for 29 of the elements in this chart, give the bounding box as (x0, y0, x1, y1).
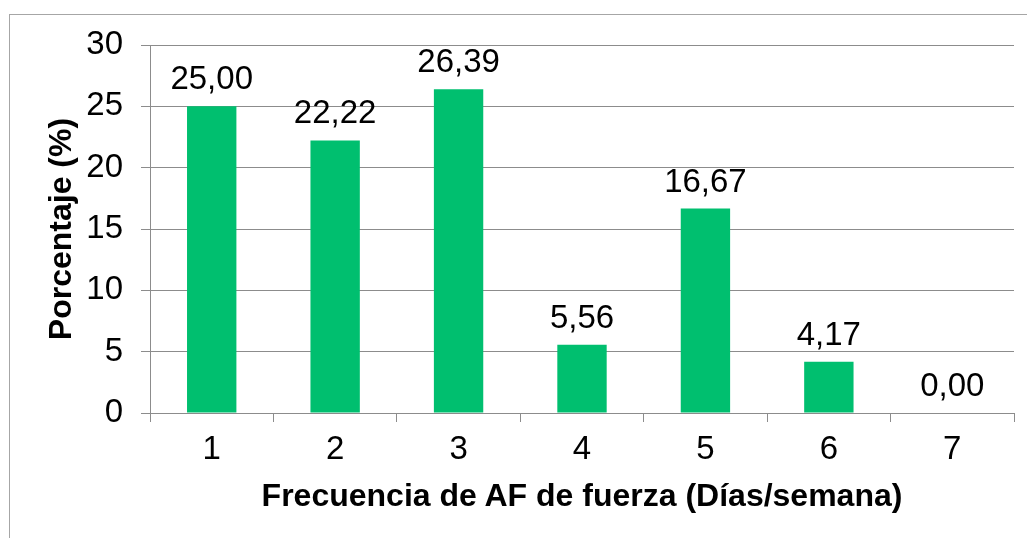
y-axis-title: Porcentaje (%) (42, 117, 79, 341)
bar (310, 140, 360, 413)
x-tick-label: 5 (696, 428, 715, 466)
data-label: 25,00 (170, 59, 254, 97)
y-tick-label: 10 (86, 269, 123, 307)
x-tick-label: 7 (943, 428, 962, 466)
y-tick-label: 5 (104, 330, 123, 368)
x-tick-label: 4 (572, 428, 592, 466)
x-tick-label: 6 (819, 428, 839, 466)
data-label: 16,67 (664, 161, 747, 199)
data-label: 4,17 (796, 314, 861, 352)
y-tick-label: 15 (86, 208, 123, 246)
bar (557, 344, 607, 413)
data-label: 5,56 (549, 297, 615, 335)
y-tick-label: 30 (86, 24, 123, 62)
x-tick-label: 3 (449, 428, 468, 466)
data-label: 26,39 (417, 42, 500, 80)
bar (804, 361, 854, 413)
y-tick-label: 20 (86, 146, 123, 184)
data-label: 22,22 (293, 93, 377, 131)
x-axis-title: Frecuencia de AF de fuerza (Días/semana) (261, 476, 903, 513)
y-tick-label: 25 (86, 85, 123, 123)
bar (680, 208, 731, 413)
bar (433, 89, 484, 413)
bar (187, 106, 237, 413)
data-label: 0,00 (920, 366, 985, 403)
x-tick-label: 1 (202, 428, 221, 466)
y-tick-label: 0 (104, 392, 123, 430)
x-tick-label: 2 (325, 428, 345, 466)
